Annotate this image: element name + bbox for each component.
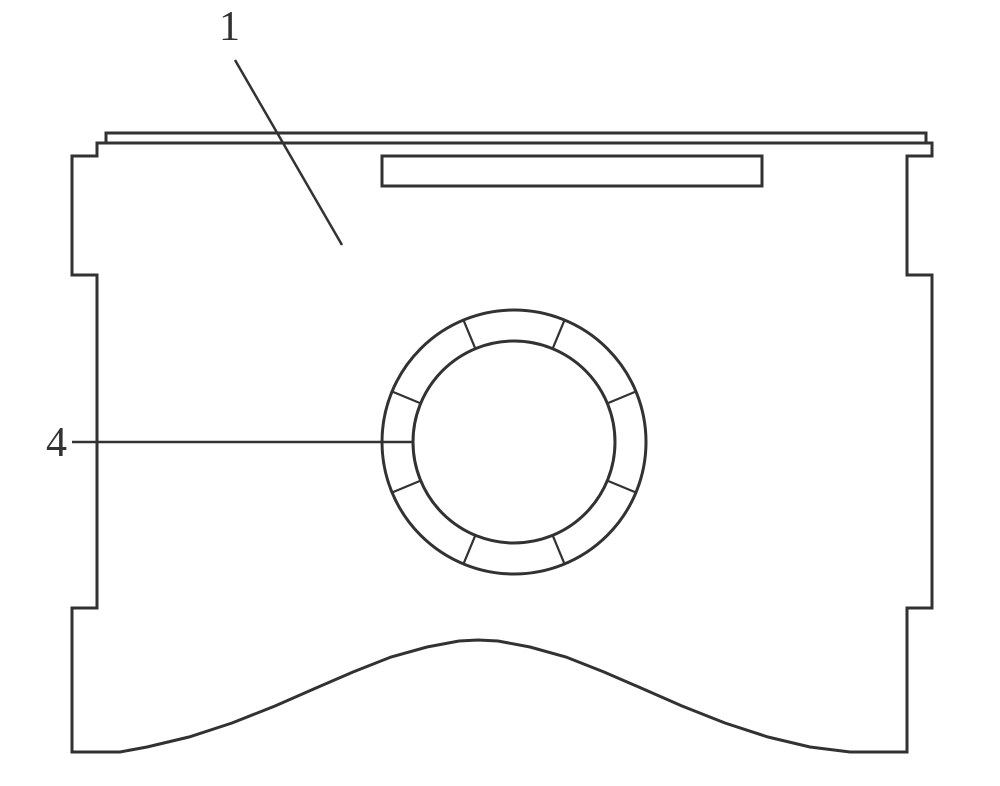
ring-segment-divider <box>392 391 421 403</box>
callout-label-4: 4 <box>46 420 67 466</box>
diagram-canvas: 1 4 <box>0 0 1000 786</box>
ring-segment-divider <box>607 391 636 403</box>
part-body-outline <box>72 143 932 752</box>
callout-label-1: 1 <box>219 4 240 50</box>
top-recess <box>382 156 762 186</box>
leader-line-1 <box>235 60 342 245</box>
top-plate <box>106 133 926 143</box>
ring-segment-divider <box>392 481 421 493</box>
ring-inner <box>413 341 615 543</box>
ring-segment-divider <box>463 535 475 564</box>
ring-segments <box>392 320 636 564</box>
ring-segment-divider <box>553 320 565 349</box>
ring-segment-divider <box>553 535 565 564</box>
ring-outer <box>382 310 646 574</box>
ring-segment-divider <box>607 481 636 493</box>
ring-segment-divider <box>463 320 475 349</box>
